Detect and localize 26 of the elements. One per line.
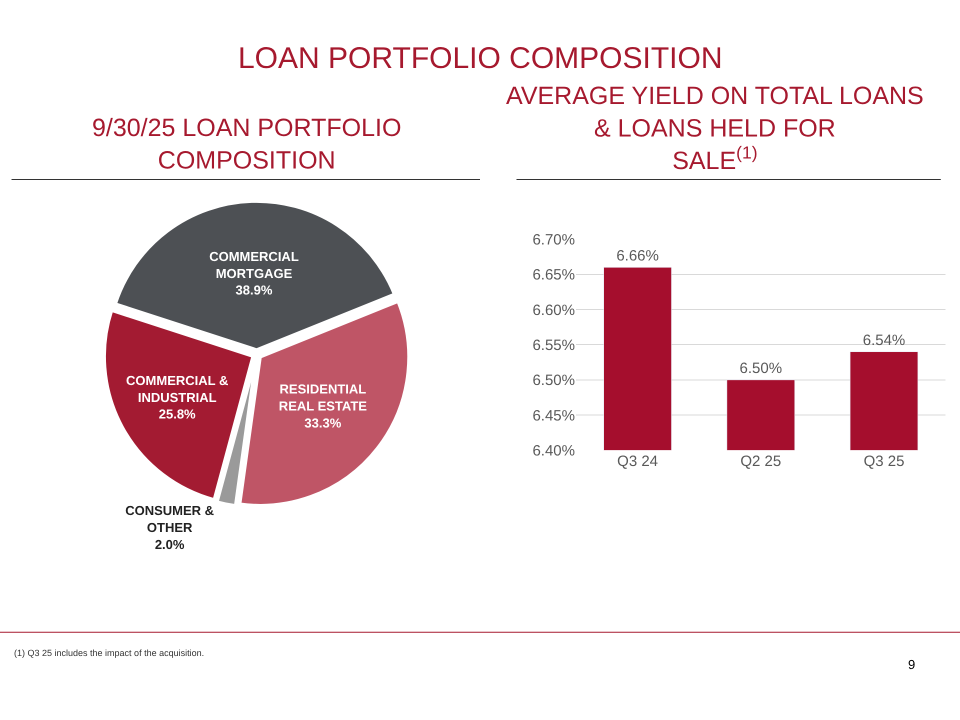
- data-label: 6.54%: [862, 332, 906, 349]
- data-label: 6.50%: [740, 360, 782, 377]
- y-tick-label: 6.70%: [532, 232, 575, 249]
- data-label: 2.0%: [154, 536, 185, 552]
- y-tick-label: 6.50%: [532, 372, 575, 390]
- x-tick-label: Q3 24: [617, 453, 658, 470]
- slice-label: CONSUMER & OTHER: [125, 503, 214, 535]
- y-tick-label: 6.40%: [532, 442, 575, 460]
- y-tick-label: 6.55%: [532, 336, 575, 354]
- slice-label: RESIDENTIAL REAL ESTATE: [278, 382, 368, 414]
- chart-title: 9/30/25 LOAN PORTFOLIO COMPOSITION: [92, 114, 402, 174]
- x-tick-label: Q2 25: [740, 453, 782, 470]
- y-tick-label: 6.45%: [532, 407, 575, 424]
- x-tick-label: Q3 25: [864, 453, 904, 470]
- text: 9: [908, 657, 916, 672]
- data-label: 33.3%: [304, 415, 342, 430]
- text: LOAN PORTFOLIO COMPOSITION: [238, 42, 723, 75]
- text: (1) Q3 25 includes the impact of the acquisition.: [14, 648, 204, 658]
- data-label: 25.8%: [158, 406, 196, 422]
- slice-label: COMMERCIAL MORTGAGE: [209, 248, 299, 281]
- slice-label: COMMERCIAL & INDUSTRIAL: [126, 372, 228, 405]
- data-label: 38.9%: [236, 282, 273, 298]
- data-label: 6.66%: [616, 247, 659, 264]
- y-tick-label: 6.65%: [532, 266, 575, 284]
- chart-title: AVERAGE YIELD ON TOTAL LOANS & LOANS HELD FOR SALE$^{(1)}$: [506, 82, 924, 175]
- y-tick-label: 6.60%: [532, 302, 575, 319]
